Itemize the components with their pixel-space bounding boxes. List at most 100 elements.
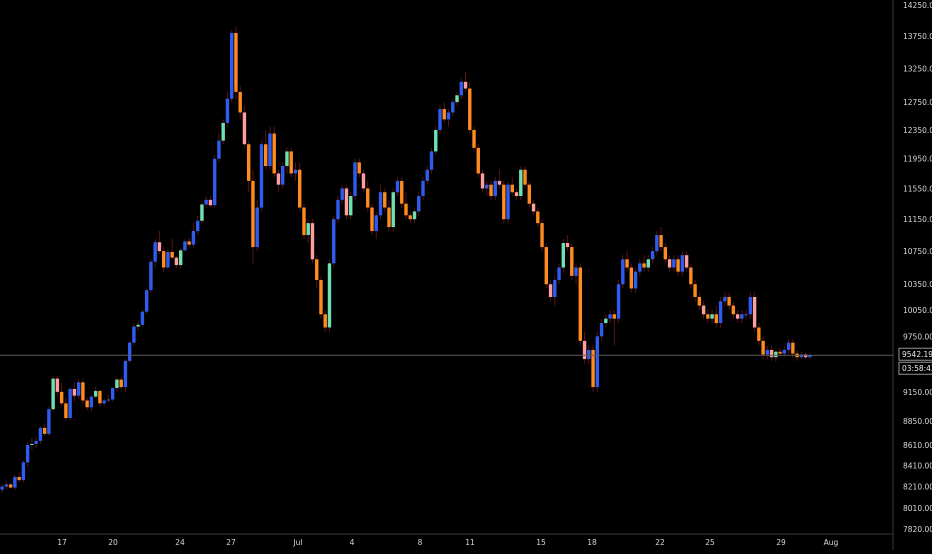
candle-body	[421, 180, 425, 197]
candle-body	[319, 280, 323, 315]
candle	[225, 91, 230, 127]
candle	[697, 292, 702, 310]
candle-body	[506, 184, 510, 220]
candle-body	[451, 102, 455, 113]
candle	[650, 247, 655, 264]
candle-body	[778, 351, 782, 354]
candle-body	[136, 324, 140, 327]
candle	[706, 309, 710, 324]
candle	[604, 314, 608, 328]
y-tick-label: 8210.00	[903, 483, 932, 492]
candle	[599, 318, 604, 341]
candle-body	[446, 112, 451, 120]
candle	[421, 177, 425, 200]
candle-body	[587, 349, 591, 360]
candle	[400, 177, 404, 208]
candle	[642, 255, 646, 272]
candle-body	[93, 390, 98, 397]
candle	[429, 147, 434, 174]
candle-body	[633, 271, 638, 289]
candle-body	[153, 242, 157, 262]
y-tick-label: 13250.00	[903, 65, 932, 74]
y-tick-label: 9150.00	[903, 388, 932, 397]
y-tick-label: 11150.00	[903, 215, 932, 224]
candle	[208, 196, 213, 208]
candle	[4, 481, 9, 490]
candle-body	[225, 98, 230, 123]
candle-body	[514, 192, 519, 197]
candle-body	[395, 180, 400, 193]
candle	[140, 309, 145, 327]
candle	[0, 483, 4, 493]
y-tick-label: 7820.00	[903, 525, 932, 534]
candle	[276, 169, 281, 193]
candle-body	[293, 169, 298, 174]
candle	[123, 359, 128, 392]
candle	[144, 288, 149, 315]
candle-body	[638, 263, 642, 272]
candle	[667, 255, 672, 272]
candle	[778, 348, 782, 356]
candle-body	[251, 180, 255, 248]
candle-body	[310, 223, 315, 260]
candle-body	[659, 235, 663, 248]
candle	[166, 248, 170, 271]
candle-body	[570, 247, 574, 276]
candle-body	[574, 267, 578, 276]
x-tick-label: 27	[226, 538, 236, 547]
candle	[344, 184, 349, 220]
last-price-tag: 9542.19 03:58:43	[898, 347, 932, 375]
candle	[655, 231, 659, 256]
candle	[718, 296, 723, 328]
candle	[684, 251, 689, 272]
candle-body	[289, 151, 293, 174]
candle	[21, 460, 26, 483]
candle-body	[264, 144, 268, 167]
candle-body	[76, 382, 81, 396]
candle-body	[212, 158, 217, 206]
candle	[680, 251, 685, 276]
candle-body	[106, 399, 111, 401]
candle-body	[298, 169, 302, 208]
candle	[17, 472, 21, 483]
candle	[553, 275, 557, 306]
candle-body	[718, 301, 723, 324]
candle	[357, 158, 361, 178]
candle	[489, 180, 493, 200]
candle	[455, 91, 459, 106]
time-axis[interactable]: 17 20 24 27 Jul 4 8 11 15 18 22 25 29 Aug	[57, 538, 838, 547]
candle-body	[366, 188, 370, 208]
candle-body	[400, 180, 404, 204]
candle	[13, 474, 17, 490]
candle	[374, 211, 378, 240]
candle-body	[527, 184, 531, 204]
price-axis[interactable]: 14250.00 13750.00 13250.00 12750.00 12350.00…	[903, 1, 932, 534]
candle-body	[187, 241, 191, 245]
candle	[98, 389, 102, 407]
candle	[727, 292, 731, 310]
candle	[259, 140, 264, 212]
candle-body	[302, 207, 306, 236]
candle-body	[523, 169, 527, 185]
candle-body	[706, 314, 710, 319]
candle-body	[383, 192, 387, 208]
x-tick-label: 18	[587, 538, 597, 547]
candle	[476, 144, 480, 178]
candle-body	[349, 196, 353, 216]
candle	[217, 133, 221, 163]
candle-body	[438, 109, 442, 130]
candle	[570, 243, 574, 281]
candle-body	[161, 251, 166, 268]
candle-body	[344, 188, 349, 216]
candle-body	[663, 247, 668, 260]
candle	[281, 162, 285, 189]
candle-body	[417, 196, 421, 212]
candle	[251, 169, 255, 264]
candle-body	[744, 314, 748, 316]
candle-body	[404, 203, 408, 216]
candle-body	[391, 192, 395, 228]
candle-body	[548, 284, 553, 297]
candle-body	[110, 388, 115, 400]
